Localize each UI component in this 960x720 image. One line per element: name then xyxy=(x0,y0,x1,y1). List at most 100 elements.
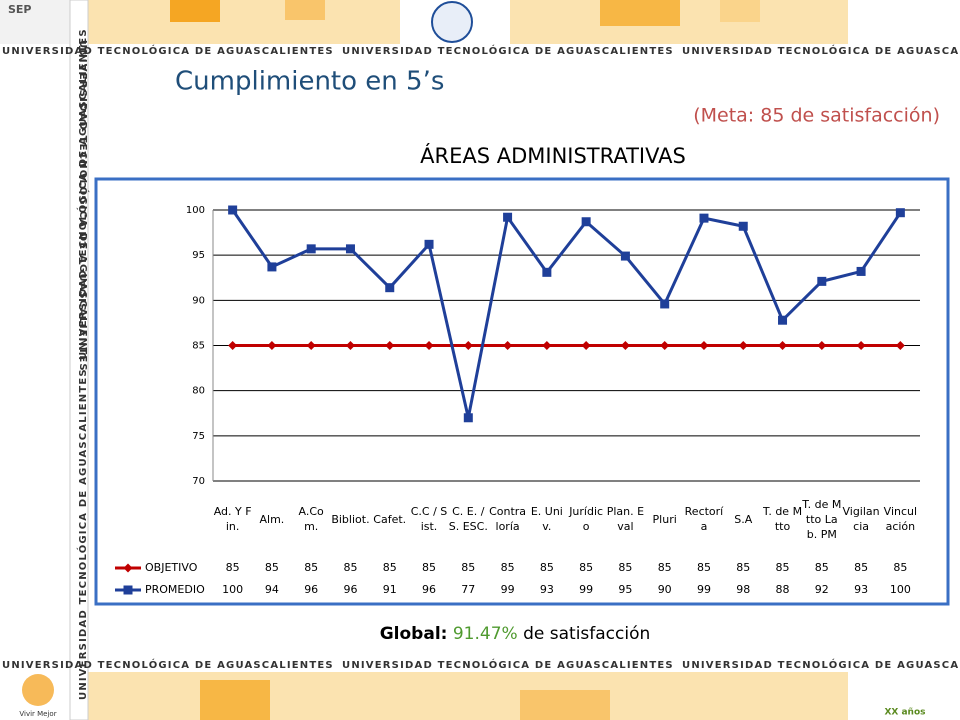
data-table-value: 92 xyxy=(815,583,829,596)
band xyxy=(200,680,270,720)
marker xyxy=(228,205,238,215)
x-tick-label: T. de Mtto xyxy=(762,505,803,533)
marker xyxy=(620,341,630,350)
x-tick-label: Pluri xyxy=(652,512,677,526)
marker xyxy=(895,208,905,218)
marker xyxy=(463,413,473,423)
x-tick-label: Rectoría xyxy=(684,505,724,533)
x-tick-label-box: Vigilancia xyxy=(842,505,879,533)
data-table-value: 85 xyxy=(226,561,240,574)
x-tick-label-box: S.A xyxy=(734,512,753,526)
data-table-value: 99 xyxy=(501,583,515,596)
band xyxy=(285,0,325,20)
y-tick-label: 100 xyxy=(186,205,205,216)
data-table-value: 85 xyxy=(343,561,357,574)
marker xyxy=(424,341,434,350)
data-table-value: 85 xyxy=(579,561,593,574)
x-tick-label: Alm. xyxy=(259,512,285,526)
y-tick-label: 80 xyxy=(192,386,205,397)
y-tick-label: 85 xyxy=(192,341,205,352)
marker xyxy=(228,341,238,350)
footer-value: 91.47% xyxy=(453,624,518,644)
data-table-value: 96 xyxy=(343,583,357,596)
marker xyxy=(620,251,630,261)
x-tick-label-box: Jurídico xyxy=(569,505,604,533)
data-table-value: 90 xyxy=(658,583,672,596)
slide-title: Cumplimiento en 5’s xyxy=(175,67,444,97)
slide-subtitle: (Meta: 85 de satisfacción) xyxy=(693,105,940,127)
chart-frame xyxy=(94,177,950,606)
data-table-value: 85 xyxy=(658,561,672,574)
marker xyxy=(503,341,513,350)
marker xyxy=(660,341,670,350)
x-tick-label-box: Plan. Eval xyxy=(607,505,644,533)
marker xyxy=(503,212,513,222)
y-tick-label: 75 xyxy=(192,431,205,442)
legend-label: PROMEDIO xyxy=(145,583,205,596)
marker xyxy=(738,221,748,231)
series-line xyxy=(231,209,902,420)
marker xyxy=(123,563,133,573)
x-tick-label: Contraloría xyxy=(489,505,527,533)
banner-text: UNIVERSIDAD TECNOLÓGICA DE AGUASCALIENTE… xyxy=(342,44,674,57)
x-tick-label-box: Contraloría xyxy=(489,505,527,533)
x-tick-label-box: Bibliot. xyxy=(331,512,370,526)
data-table-value: 99 xyxy=(579,583,593,596)
logo-text: Vivir Mejor xyxy=(19,710,56,718)
x-tick-label: Ad. Y Fin. xyxy=(213,505,252,533)
banner-text: UNIVERSIDAD TECNOLÓGICA DE AGUASCALIENTE… xyxy=(2,44,334,57)
data-table-value: 100 xyxy=(890,583,911,596)
data-table-value: 85 xyxy=(893,561,907,574)
logo xyxy=(22,674,54,706)
marker xyxy=(123,585,133,595)
x-tick-label: Jurídico xyxy=(569,505,604,533)
data-table-value: 88 xyxy=(776,583,790,596)
marker xyxy=(699,341,709,350)
marker xyxy=(738,341,748,350)
marker xyxy=(306,341,316,350)
logo-text: XX años xyxy=(884,708,925,718)
marker xyxy=(581,341,591,350)
marker xyxy=(306,244,316,254)
banners: UNIVERSIDAD TECNOLÓGICA DE AGUASCALIENTE… xyxy=(2,28,960,700)
marker xyxy=(778,341,788,350)
marker xyxy=(463,341,473,350)
x-tick-label: S.A xyxy=(734,512,753,526)
x-tick-label-box: A.Com. xyxy=(299,505,324,533)
marker xyxy=(778,315,788,325)
banner-strip xyxy=(0,658,960,672)
footer: Global: 91.47% de satisfacción xyxy=(380,624,651,644)
marker xyxy=(856,266,866,276)
data-table-value: 85 xyxy=(501,561,515,574)
data-table-value: 85 xyxy=(540,561,554,574)
marker xyxy=(817,341,827,350)
marker xyxy=(542,341,552,350)
x-tick-label: Bibliot. xyxy=(331,512,370,526)
data-table-value: 85 xyxy=(383,561,397,574)
y-tick-label: 90 xyxy=(192,295,205,306)
data-table-value: 85 xyxy=(461,561,475,574)
marker xyxy=(542,267,552,277)
footer-label: Global: xyxy=(380,624,448,644)
legend-label: OBJETIVO xyxy=(145,561,198,574)
data-table-value: 85 xyxy=(304,561,318,574)
x-tick-label-box: E. Univ. xyxy=(531,505,563,533)
banner-text: UNIVERSIDAD TECNOLÓGICA DE AGUASCALIENTE… xyxy=(682,44,960,57)
data-table-value: 94 xyxy=(265,583,279,596)
data-table-value: 85 xyxy=(815,561,829,574)
marker xyxy=(581,217,591,227)
data-table-value: 85 xyxy=(618,561,632,574)
banner-text: UNIVERSIDAD TECNOLÓGICA DE AGUASCALIENTE… xyxy=(76,368,89,700)
logo-text: SEP xyxy=(8,3,32,16)
x-tick-label-box: Rectoría xyxy=(684,505,724,533)
x-tick-label-box: T. de Mtto Lab. PM xyxy=(802,498,841,541)
logo-box xyxy=(0,0,70,44)
x-tick-label-box: Ad. Y Fin. xyxy=(213,505,252,533)
band xyxy=(520,690,610,720)
banner-text: UNIVERSIDAD TECNOLÓGICA DE AGUASCALIENTE… xyxy=(342,658,674,671)
chart: 70 75 80 85 90 95 100 Ad. Y Fin. Alm. A.Com. Bibli… xyxy=(115,205,920,596)
x-tick-label: Cafet. xyxy=(373,512,407,526)
x-tick-label-box: Alm. xyxy=(259,512,285,526)
